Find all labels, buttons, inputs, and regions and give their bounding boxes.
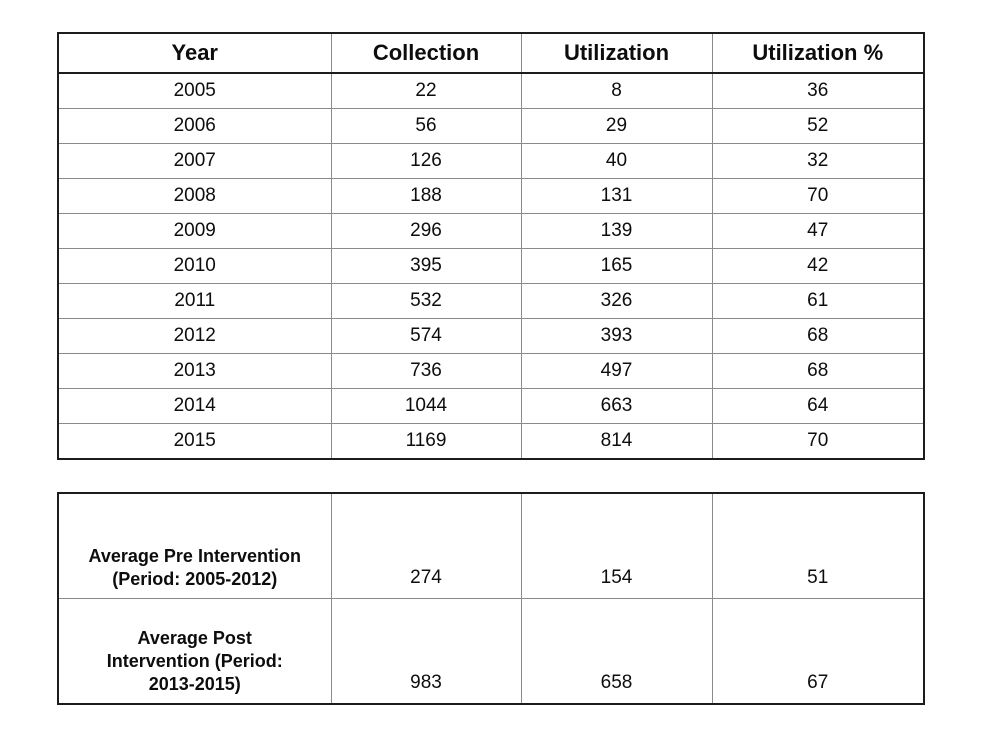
collection-cell: 22: [330, 72, 522, 109]
utilization-pct-cell: 70: [711, 423, 925, 460]
year-cell: 2014: [57, 388, 332, 424]
year-cell: 2006: [57, 108, 332, 144]
averages-table: Average Pre Intervention (Period: 2005-2…: [57, 492, 925, 705]
year-cell: 2012: [57, 318, 332, 354]
utilization-cell: 658: [520, 598, 713, 705]
collection-cell: 274: [330, 492, 522, 599]
utilization-pct-cell: 67: [711, 598, 925, 705]
utilization-cell: 131: [520, 178, 713, 214]
average-pre-intervention-row: Average Pre Intervention (Period: 2005-2…: [57, 492, 925, 599]
utilization-cell: 393: [520, 318, 713, 354]
utilization-pct-cell: 68: [711, 318, 925, 354]
yearly-data-table: Year Collection Utilization Utilization …: [57, 32, 925, 460]
utilization-cell: 497: [520, 353, 713, 389]
utilization-pct-cell: 36: [711, 72, 925, 109]
table-row: 2007 126 40 32: [57, 143, 925, 179]
average-post-intervention-label: Average Post Intervention (Period: 2013-…: [57, 598, 332, 705]
header-row: Year Collection Utilization Utilization …: [57, 32, 925, 74]
table-row: 2015 1169 814 70: [57, 423, 925, 460]
utilization-cell: 165: [520, 248, 713, 284]
column-header-utilization-pct: Utilization %: [711, 32, 925, 74]
year-cell: 2009: [57, 213, 332, 249]
average-pre-intervention-label: Average Pre Intervention (Period: 2005-2…: [57, 492, 332, 599]
year-cell: 2005: [57, 72, 332, 109]
column-header-collection: Collection: [330, 32, 522, 74]
collection-cell: 126: [330, 143, 522, 179]
year-cell: 2013: [57, 353, 332, 389]
collection-cell: 1169: [330, 423, 522, 460]
table-row: 2014 1044 663 64: [57, 388, 925, 424]
table-row: 2006 56 29 52: [57, 108, 925, 144]
utilization-cell: 40: [520, 143, 713, 179]
utilization-cell: 154: [520, 492, 713, 599]
utilization-pct-cell: 51: [711, 492, 925, 599]
collection-cell: 574: [330, 318, 522, 354]
table-row: 2012 574 393 68: [57, 318, 925, 354]
table-row: 2005 22 8 36: [57, 72, 925, 109]
utilization-pct-cell: 64: [711, 388, 925, 424]
utilization-pct-cell: 68: [711, 353, 925, 389]
table-row: 2010 395 165 42: [57, 248, 925, 284]
table-row: 2011 532 326 61: [57, 283, 925, 319]
utilization-cell: 29: [520, 108, 713, 144]
year-cell: 2008: [57, 178, 332, 214]
utilization-pct-cell: 47: [711, 213, 925, 249]
utilization-cell: 814: [520, 423, 713, 460]
collection-cell: 395: [330, 248, 522, 284]
collection-cell: 1044: [330, 388, 522, 424]
table-row: 2013 736 497 68: [57, 353, 925, 389]
utilization-pct-cell: 61: [711, 283, 925, 319]
average-post-intervention-row: Average Post Intervention (Period: 2013-…: [57, 598, 925, 705]
collection-cell: 983: [330, 598, 522, 705]
utilization-pct-cell: 52: [711, 108, 925, 144]
collection-cell: 532: [330, 283, 522, 319]
utilization-cell: 326: [520, 283, 713, 319]
utilization-cell: 139: [520, 213, 713, 249]
column-header-year: Year: [57, 32, 332, 74]
year-cell: 2015: [57, 423, 332, 460]
year-cell: 2007: [57, 143, 332, 179]
collection-cell: 736: [330, 353, 522, 389]
utilization-cell: 663: [520, 388, 713, 424]
collection-cell: 188: [330, 178, 522, 214]
table-row: 2008 188 131 70: [57, 178, 925, 214]
utilization-cell: 8: [520, 72, 713, 109]
year-cell: 2010: [57, 248, 332, 284]
year-cell: 2011: [57, 283, 332, 319]
column-header-utilization: Utilization: [520, 32, 713, 74]
utilization-pct-cell: 70: [711, 178, 925, 214]
utilization-pct-cell: 42: [711, 248, 925, 284]
collection-cell: 296: [330, 213, 522, 249]
collection-cell: 56: [330, 108, 522, 144]
table-row: 2009 296 139 47: [57, 213, 925, 249]
utilization-pct-cell: 32: [711, 143, 925, 179]
